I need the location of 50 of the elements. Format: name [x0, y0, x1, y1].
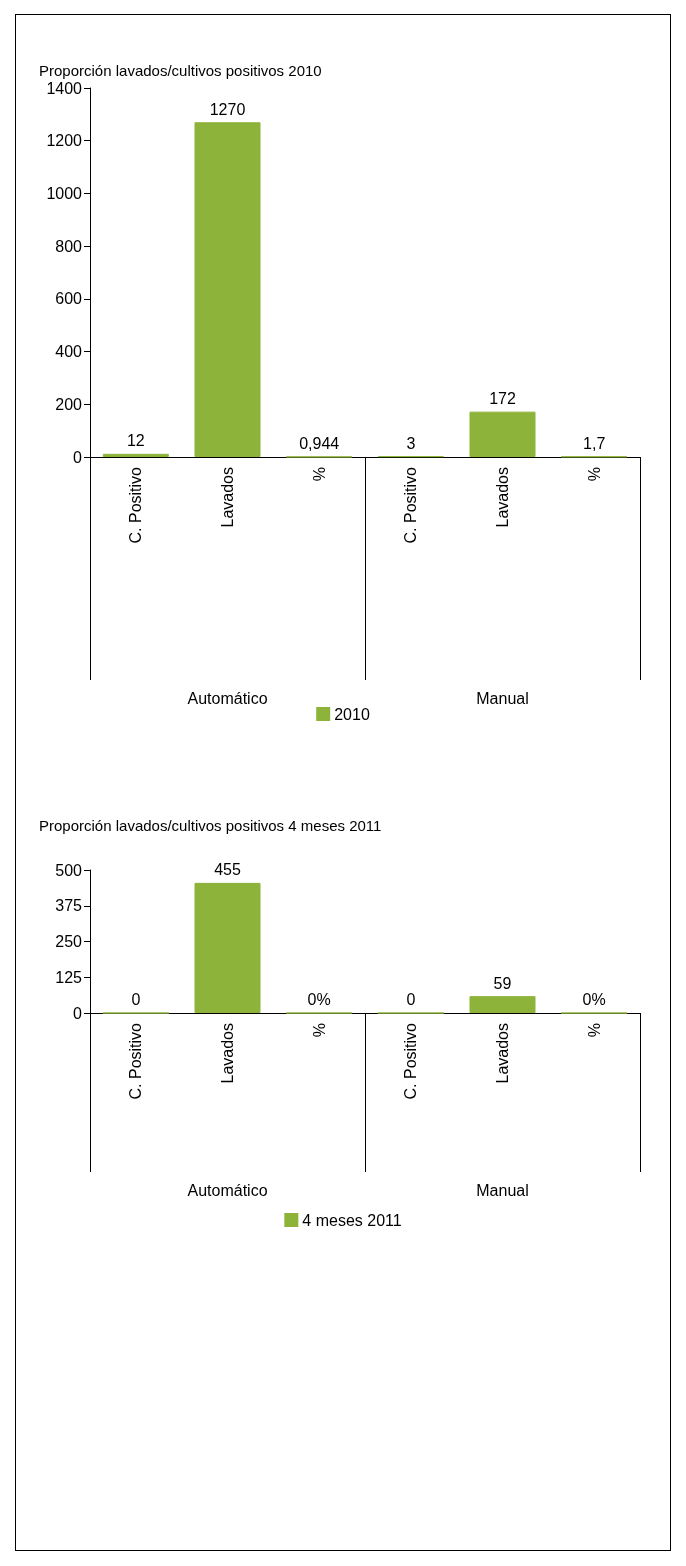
- y-tick-label: 125: [55, 968, 83, 986]
- y-tick-label: 400: [55, 343, 83, 361]
- y-tick-label: 1200: [46, 132, 83, 150]
- data-label: 0: [406, 991, 416, 1008]
- x-tick-label: C. Positivo: [127, 466, 145, 544]
- x-tick-label: C. Positivo: [402, 466, 420, 544]
- data-label: 1,7: [583, 434, 606, 452]
- x-tick-label: C. Positivo: [402, 1022, 420, 1100]
- data-label: 0%: [582, 991, 606, 1008]
- y-tick-label: 0: [73, 448, 83, 466]
- data-label: 1270: [209, 100, 246, 118]
- text: Manual: [476, 1181, 529, 1199]
- y-tick-label: 600: [55, 290, 83, 308]
- y-tick-label: 250: [55, 933, 83, 950]
- data-label: 12: [126, 432, 145, 450]
- data-label: 0: [131, 991, 141, 1008]
- x-tick-label: C. Positivo: [127, 1022, 145, 1100]
- x-tick-label: %: [585, 467, 603, 482]
- x-tick-label: Lavados: [494, 467, 511, 528]
- data-label: 172: [489, 390, 516, 408]
- bar: [102, 453, 169, 457]
- legend-label: 4 meses 2011: [302, 1211, 402, 1229]
- data-label: 59: [493, 974, 512, 992]
- x-tick-label: Lavados: [494, 1023, 511, 1084]
- data-label: 455: [214, 861, 241, 879]
- bar: [194, 122, 261, 457]
- y-tick-label: 1000: [46, 184, 83, 202]
- x-tick-label: %: [585, 1023, 603, 1038]
- legend-label: 2010: [334, 705, 370, 723]
- y-tick-label: 375: [55, 897, 83, 915]
- x-tick-label: %: [310, 1023, 328, 1038]
- bar: [469, 411, 536, 457]
- bar: [194, 882, 261, 1013]
- y-tick-label: 1400: [46, 79, 83, 97]
- x-tick-label: Lavados: [219, 1023, 236, 1084]
- y-tick-label: 800: [55, 237, 83, 255]
- chart-title: Proporción lavados/cultivos positivos 2010: [39, 62, 322, 79]
- text: Automático: [187, 689, 268, 707]
- y-tick-label: 200: [55, 395, 83, 413]
- chart-title: Proporción lavados/cultivos positivos 4 meses 2011: [39, 817, 382, 834]
- y-tick-label: 500: [55, 861, 83, 879]
- data-label: 0%: [307, 991, 331, 1008]
- x-tick-label: Lavados: [219, 467, 236, 528]
- text: Manual: [476, 689, 529, 707]
- bar: [469, 996, 536, 1013]
- text: Automático: [187, 1181, 268, 1199]
- data-label: 3: [406, 434, 416, 452]
- x-tick-label: %: [310, 467, 328, 482]
- y-tick-label: 0: [73, 1004, 83, 1022]
- data-label: 0,944: [299, 434, 340, 452]
